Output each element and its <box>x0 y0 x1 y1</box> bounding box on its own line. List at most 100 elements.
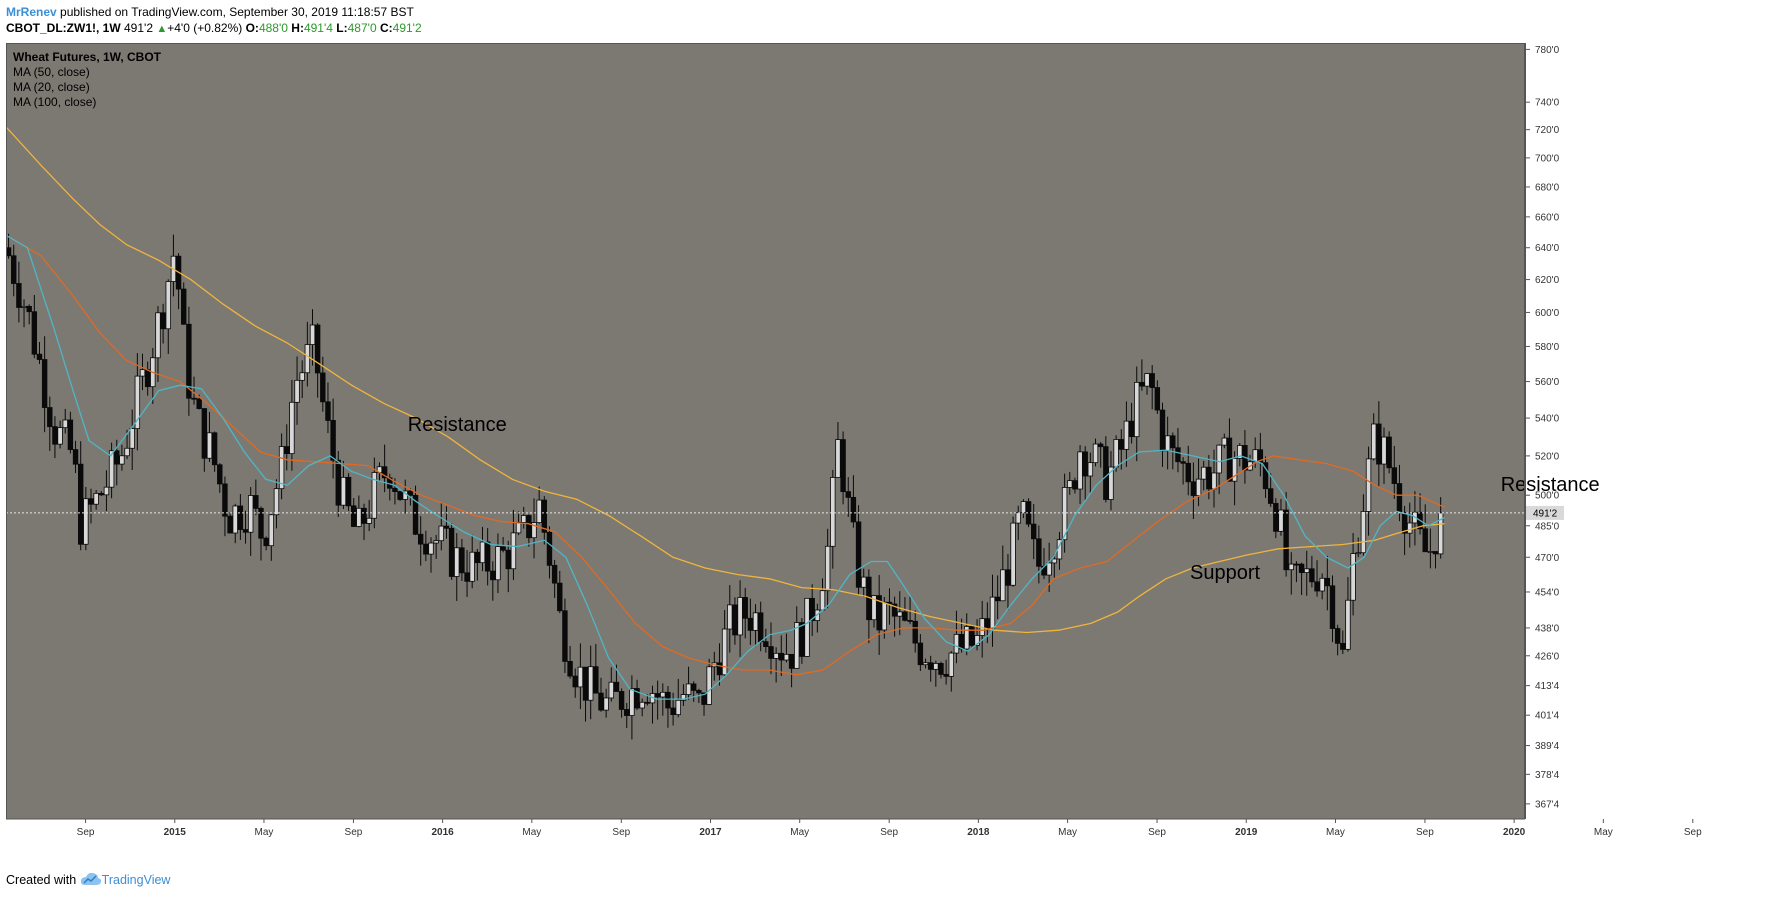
time-axis[interactable]: Sep 2015 May Sep 2016 May Sep 2017 May Sep 2018 May… <box>77 819 1702 838</box>
candle <box>392 478 398 505</box>
candle-body-down <box>500 546 506 551</box>
candle-body-down <box>144 369 151 388</box>
candle-body-down <box>448 527 455 577</box>
candle-body-down <box>1159 409 1166 452</box>
candle-body-up <box>1237 445 1243 459</box>
candle <box>222 476 228 537</box>
time-tick-label: Sep <box>612 827 630 838</box>
candle <box>742 587 748 639</box>
candle-body-up <box>964 626 970 650</box>
candle <box>1221 433 1228 449</box>
candle <box>356 495 362 528</box>
candle-body-up <box>1077 451 1083 490</box>
candle <box>964 613 970 656</box>
candle-body-up <box>1010 522 1016 586</box>
candle <box>366 499 372 532</box>
candle-body-down <box>196 398 202 409</box>
price-tick-label: 401'4 <box>1535 711 1560 722</box>
candle-body-down <box>855 521 862 588</box>
candle-body-down <box>88 498 94 505</box>
candle <box>1345 576 1351 652</box>
candle <box>969 624 975 649</box>
candle-body-down <box>716 662 723 676</box>
candle <box>1314 560 1320 597</box>
annotation-label: Support <box>1190 562 1260 584</box>
candle <box>804 597 810 658</box>
candle <box>345 473 352 511</box>
price-tick-label: 700'0 <box>1535 153 1560 164</box>
candle <box>36 342 43 364</box>
candle-body-up <box>124 447 130 457</box>
last-price-tag <box>1526 505 1564 520</box>
candle-body-up <box>155 312 161 359</box>
candle <box>495 533 501 594</box>
candle <box>1422 504 1428 553</box>
symbol-quote: CBOT_DL:ZW1!, 1W 491'2 ▲+4'0 (+0.82%) O:… <box>6 20 422 37</box>
candle <box>1340 630 1346 655</box>
candle <box>824 528 831 609</box>
candle <box>139 353 146 391</box>
candle <box>62 408 68 434</box>
tradingview-brand-link[interactable]: TradingView <box>101 873 171 887</box>
candle <box>1365 446 1372 536</box>
candle-body-up <box>340 476 347 506</box>
candle-body-up <box>1370 423 1377 460</box>
candle <box>773 647 779 683</box>
candle-body-down <box>1324 577 1331 587</box>
candle <box>562 598 568 673</box>
candle-body-up <box>1381 436 1387 465</box>
time-tick-label: 2017 <box>699 827 722 838</box>
candle-body-up <box>974 635 980 646</box>
candle-body-down <box>654 693 661 698</box>
candle <box>181 282 187 325</box>
candle <box>809 584 815 636</box>
price-tick-label: 540'0 <box>1535 414 1560 425</box>
candle <box>1273 498 1279 539</box>
chart-border <box>6 43 1525 820</box>
candle <box>551 559 558 598</box>
candle-body-up <box>1092 443 1099 464</box>
candle <box>217 463 223 493</box>
candle <box>253 479 259 516</box>
candle-body-down <box>392 487 398 492</box>
candle <box>1231 451 1238 506</box>
chart-container[interactable]: 491'2 Resistance Support Resistance 780'0 74… <box>5 43 1782 868</box>
publish-header: MrRenev published on TradingView.com, Se… <box>6 4 414 20</box>
price-tick-label: 600'0 <box>1535 308 1560 319</box>
price-tick-label: 620'0 <box>1535 275 1560 286</box>
candle <box>1304 550 1310 596</box>
candle-body-down <box>26 305 32 313</box>
candle-body-up <box>1195 478 1202 496</box>
candle-body-down <box>1329 585 1336 629</box>
ma20-line <box>5 234 1445 700</box>
candle-body-up <box>861 576 867 588</box>
candle <box>830 469 836 569</box>
candle-body-down <box>11 255 17 284</box>
time-axis-background[interactable] <box>6 819 1782 863</box>
price-axis-background[interactable] <box>1525 43 1782 819</box>
candle-body-down <box>958 634 965 650</box>
candle <box>1288 552 1294 595</box>
candle <box>1267 473 1274 508</box>
candle <box>134 353 141 451</box>
candle-body-up <box>438 525 444 542</box>
candle-body-down <box>665 691 671 709</box>
candle <box>1097 441 1104 468</box>
candle-body-down <box>1036 538 1042 567</box>
candle-body-up <box>1201 466 1207 480</box>
candle-body-down <box>1267 488 1274 504</box>
candle <box>871 595 877 628</box>
time-tick-label: May <box>1594 827 1613 838</box>
time-tick-label: Sep <box>1148 827 1166 838</box>
candle <box>783 633 790 663</box>
candle-body-down <box>876 595 882 631</box>
candle-body-up <box>62 419 68 429</box>
candle-body-up <box>1087 462 1094 477</box>
candle <box>1000 545 1006 602</box>
candle <box>1061 473 1068 553</box>
close-label: C: <box>379 21 393 35</box>
author-link[interactable]: MrRenev <box>6 5 57 19</box>
candle <box>897 591 903 636</box>
price-axis[interactable]: 780'0 740'0 720'0 700'0 680'0 660'0 640'0 620'0… <box>1525 45 1560 810</box>
